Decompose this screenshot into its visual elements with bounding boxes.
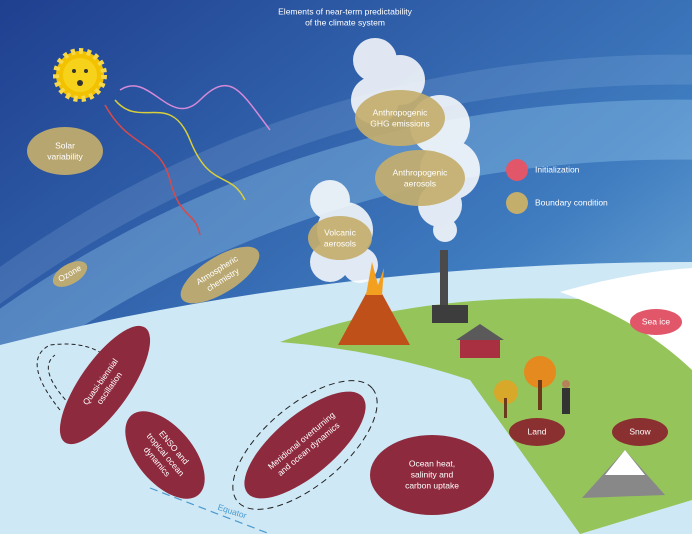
mountain-snow (605, 450, 645, 475)
snow-node (612, 418, 668, 446)
title: Elements of near-term predictability (278, 6, 412, 16)
tree-trunk (538, 380, 542, 410)
solar-node (27, 127, 103, 175)
node-label: aerosols (404, 178, 436, 188)
tree (524, 356, 556, 388)
land (280, 298, 692, 534)
ocean-heat-node (370, 435, 494, 515)
volcanic-node (308, 216, 372, 260)
legend-label: Boundary condition (535, 197, 608, 207)
aerosol-node (375, 150, 465, 206)
legend-swatch (506, 192, 528, 214)
node-label: Land (528, 426, 547, 436)
shape (84, 69, 88, 73)
node-label: variability (47, 151, 83, 161)
tree (494, 380, 518, 404)
shape (63, 58, 97, 92)
qbo-node (59, 325, 151, 445)
equator-line (149, 487, 271, 534)
person-head (562, 380, 570, 388)
chemistry-node (180, 246, 260, 304)
node-label: carbon uptake (405, 480, 459, 490)
house (460, 338, 500, 358)
node-label: salinity and (411, 469, 454, 479)
sun (53, 48, 107, 102)
sea-ice-node (630, 309, 682, 335)
shape (433, 218, 457, 242)
chimney (440, 250, 448, 310)
enso-node (125, 411, 205, 499)
legend-label: Initialization (535, 164, 580, 174)
qbo-arrows (36, 343, 111, 411)
overturning-node (244, 391, 366, 499)
atmosphere-band-outer (0, 54, 692, 304)
overturning-arrows (232, 380, 378, 510)
shape (77, 80, 83, 86)
node-label: GHG emissions (370, 118, 430, 128)
radiation-wave (114, 99, 246, 201)
ozone-node (52, 261, 88, 287)
node-label: Solar (55, 140, 75, 150)
node-label: Volcanic (324, 227, 356, 237)
tree-trunk (504, 398, 507, 418)
radiation-wave (119, 84, 271, 131)
title: of the climate system (305, 17, 385, 27)
volcano-eruption (366, 262, 384, 295)
house-roof (456, 324, 504, 340)
factory (432, 305, 468, 323)
volcano (338, 290, 410, 345)
person (562, 388, 570, 414)
ghg-node (355, 90, 445, 146)
land-node (509, 418, 565, 446)
node-label: Sea ice (642, 316, 671, 326)
node-label: Ocean heat, (409, 458, 455, 468)
node-label: aerosols (324, 238, 356, 248)
shape: ENSO and tropical ocean dynamics (125, 411, 205, 499)
radiation-wave (104, 104, 201, 236)
legend-swatch (506, 159, 528, 181)
node-label: Anthropogenic (393, 167, 449, 177)
node-label: Snow (629, 426, 651, 436)
sea-ice-area (560, 268, 692, 370)
shape (72, 69, 76, 73)
node-label: Anthropogenic (373, 107, 429, 117)
